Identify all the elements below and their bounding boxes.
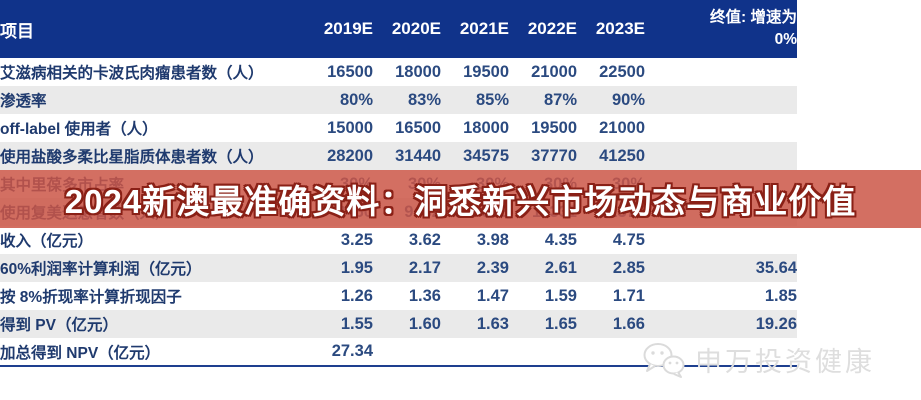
year-value-cell: 27.34 xyxy=(331,342,373,360)
overlay-banner: 2024新澳最准确资料：洞悉新兴市场动态与商业价值 xyxy=(0,170,921,228)
terminal-value-cell: 1.85 xyxy=(764,286,797,305)
terminal-value-cell xyxy=(645,114,797,142)
terminal-value-cell xyxy=(645,58,797,86)
year-value-cell: 1.60 xyxy=(408,314,441,333)
year-value-cell: 80% xyxy=(339,90,373,109)
column-header-2020e: 2020E xyxy=(391,19,441,38)
year-value-cell: 16500 xyxy=(327,62,373,81)
column-header-2021e: 2021E xyxy=(459,19,509,38)
wechat-icon xyxy=(641,341,687,379)
row-label: 得到 PV（亿元） xyxy=(0,317,118,334)
year-value-cell xyxy=(509,338,577,366)
watermark: 申万投资健康 xyxy=(641,340,875,379)
row-label: 艾滋病相关的卡波氏肉瘤患者数（人） xyxy=(0,65,264,82)
year-value-cell: 19500 xyxy=(531,118,577,137)
year-value-cell: 3.62 xyxy=(408,230,441,249)
year-value-cell: 1.59 xyxy=(544,286,577,305)
table-row: 得到 PV（亿元） 1.55 1.60 1.63 1.65 1.66 19.26 xyxy=(0,310,797,338)
table-header: 项目 2019E 2020E 2021E 2022E 2023E 终值: 增速为… xyxy=(0,0,797,58)
year-value-cell: 1.66 xyxy=(612,314,645,333)
column-header-terminal: 终值: 增速为 0% xyxy=(645,0,797,58)
terminal-value-cell xyxy=(645,226,797,254)
terminal-value-cell xyxy=(645,86,797,114)
year-value-cell: 1.36 xyxy=(408,286,441,305)
year-value-cell xyxy=(577,338,645,366)
table-row: 艾滋病相关的卡波氏肉瘤患者数（人） 16500 18000 19500 21000 225… xyxy=(0,58,797,86)
year-value-cell: 21000 xyxy=(531,62,577,81)
year-value-cell: 31440 xyxy=(395,146,441,165)
year-value-cell: 41250 xyxy=(599,146,645,165)
row-label: 加总得到 NPV（亿元） xyxy=(0,344,161,362)
year-value-cell: 87% xyxy=(543,90,577,109)
row-label: 渗透率 xyxy=(0,93,47,110)
year-value-cell: 21000 xyxy=(599,118,645,137)
year-value-cell: 1.65 xyxy=(544,314,577,333)
year-value-cell: 2.61 xyxy=(544,258,577,277)
year-value-cell: 1.26 xyxy=(340,286,373,305)
year-value-cell: 1.47 xyxy=(476,286,509,305)
row-label: 收入（亿元） xyxy=(0,233,94,250)
year-value-cell xyxy=(441,338,509,366)
year-value-cell: 3.98 xyxy=(476,230,509,249)
table-row: 60%利润率计算利润（亿元） 1.95 2.17 2.39 2.61 2.85 35.64 xyxy=(0,254,797,282)
year-value-cell: 2.39 xyxy=(476,258,509,277)
table-row: 渗透率 80% 83% 85% 87% 90% xyxy=(0,86,797,114)
year-value-cell: 1.63 xyxy=(476,314,509,333)
column-header-2022e: 2022E xyxy=(527,19,577,38)
terminal-value-cell: 19.26 xyxy=(755,314,797,333)
year-value-cell: 2.17 xyxy=(408,258,441,277)
year-value-cell: 4.35 xyxy=(544,230,577,249)
row-label: 使用盐酸多柔比星脂质体患者数（人） xyxy=(0,149,264,166)
year-value-cell: 18000 xyxy=(463,118,509,137)
row-label: off-label 使用者（人） xyxy=(0,121,158,138)
year-value-cell: 3.25 xyxy=(340,230,373,249)
year-value-cell: 19500 xyxy=(463,62,509,81)
year-value-cell: 18000 xyxy=(395,62,441,81)
year-value-cell xyxy=(373,338,441,366)
table-row: 使用盐酸多柔比星脂质体患者数（人） 28200 31440 34575 37770 412… xyxy=(0,142,797,170)
column-header-2023e: 2023E xyxy=(595,19,645,38)
table-row: 按 8%折现率计算折现因子 1.26 1.36 1.47 1.59 1.71 1.85 xyxy=(0,282,797,310)
column-header-project: 项目 xyxy=(0,21,34,41)
year-value-cell: 4.75 xyxy=(612,230,645,249)
year-value-cell: 2.85 xyxy=(612,258,645,277)
row-label: 60%利润率计算利润（亿元） xyxy=(0,261,202,278)
row-label: 按 8%折现率计算折现因子 xyxy=(0,289,182,306)
watermark-text: 申万投资健康 xyxy=(695,347,875,377)
terminal-header-line2: 0% xyxy=(774,31,797,48)
year-value-cell: 85% xyxy=(475,90,509,109)
year-value-cell: 22500 xyxy=(599,62,645,81)
year-value-cell: 1.95 xyxy=(340,258,373,277)
overlay-banner-text: 2024新澳最准确资料：洞悉新兴市场动态与商业价值 xyxy=(64,183,857,220)
table-row: 收入（亿元） 3.25 3.62 3.98 4.35 4.75 xyxy=(0,226,797,254)
header-row: 项目 2019E 2020E 2021E 2022E 2023E 终值: 增速为… xyxy=(0,0,797,58)
terminal-value-cell xyxy=(645,142,797,170)
year-value-cell: 1.55 xyxy=(340,314,373,333)
year-value-cell: 90% xyxy=(611,90,645,109)
year-value-cell: 15000 xyxy=(327,118,373,137)
year-value-cell: 1.71 xyxy=(612,286,645,305)
year-value-cell: 16500 xyxy=(395,118,441,137)
terminal-value-cell: 35.64 xyxy=(755,258,797,277)
year-value-cell: 83% xyxy=(407,90,441,109)
year-value-cell: 37770 xyxy=(531,146,577,165)
table-row: off-label 使用者（人） 15000 16500 18000 19500 2100… xyxy=(0,114,797,142)
year-value-cell: 28200 xyxy=(327,146,373,165)
terminal-header-line1: 终值: 增速为 xyxy=(710,9,797,27)
year-value-cell: 34575 xyxy=(463,146,509,165)
column-header-2019e: 2019E xyxy=(323,19,373,38)
